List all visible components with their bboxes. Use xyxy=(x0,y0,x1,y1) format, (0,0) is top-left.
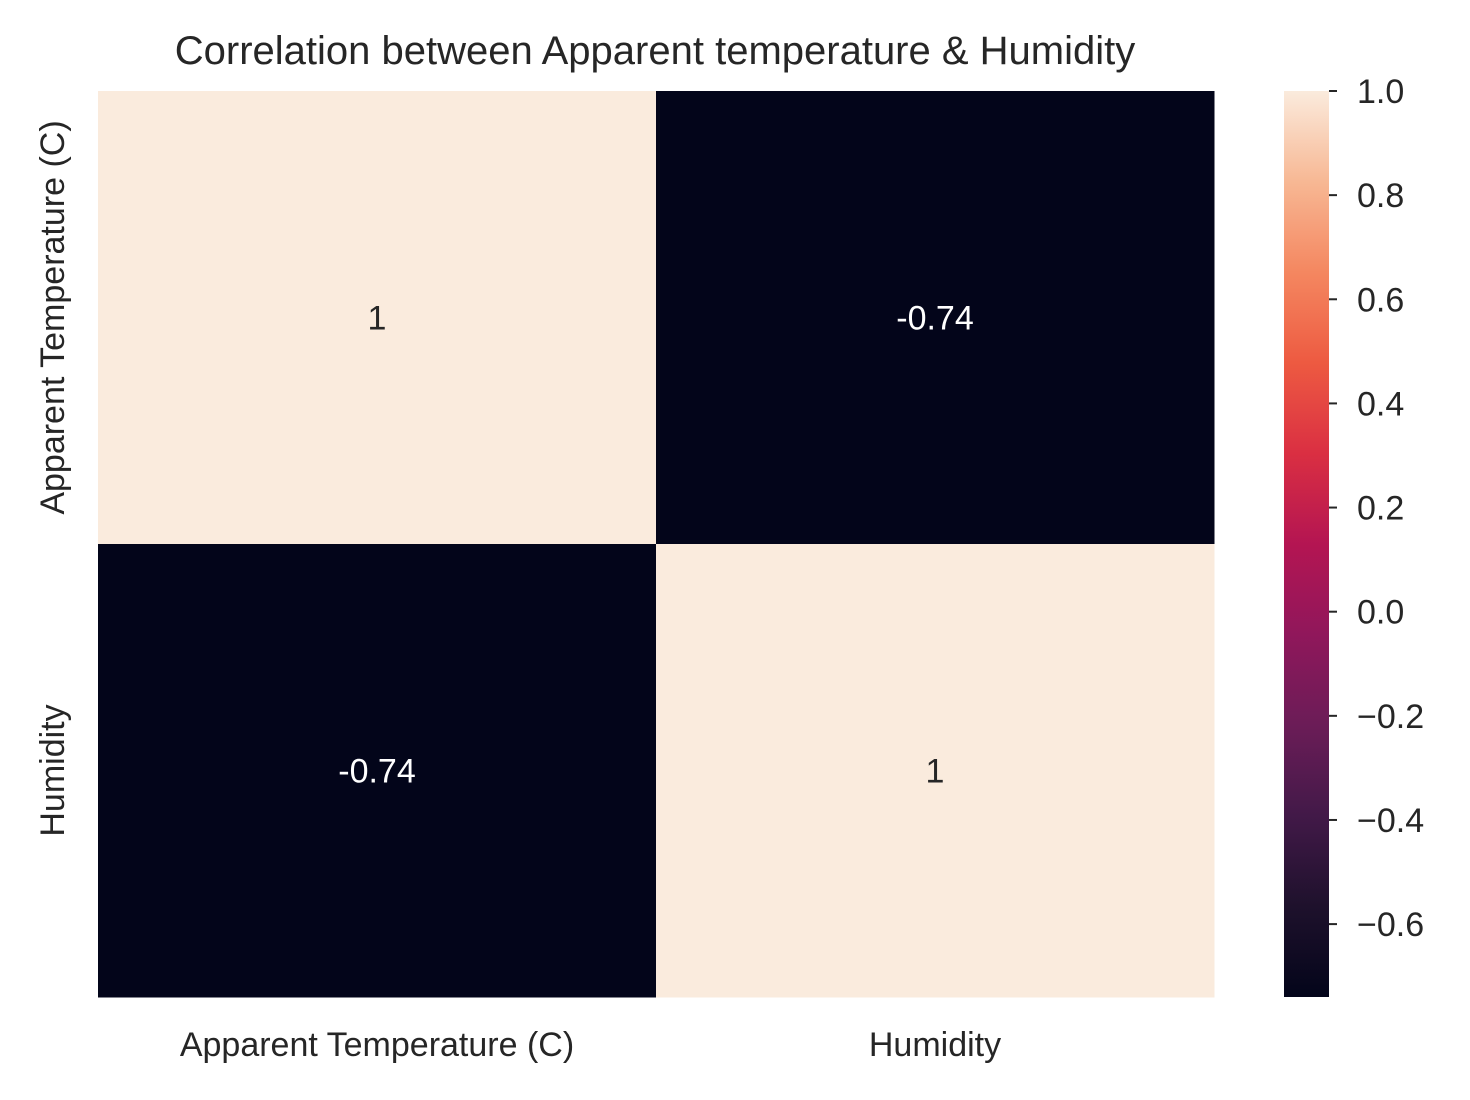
colorbar-tick-label: 0.8 xyxy=(1357,177,1404,215)
colorbar-gradient xyxy=(1284,91,1329,997)
y-axis-tick-labels: Apparent Temperature (C) Humidity xyxy=(34,120,72,836)
colorbar-tick-label: −0.2 xyxy=(1357,698,1424,736)
heatmap-annotations: 1 -0.74 -0.74 1 xyxy=(338,300,974,791)
y-tick-label: Apparent Temperature (C) xyxy=(34,120,72,514)
heatmap-cell xyxy=(98,91,657,545)
x-tick-label: Apparent Temperature (C) xyxy=(180,1026,574,1064)
colorbar-tick-label: −0.6 xyxy=(1357,906,1424,944)
colorbar-tick-label: 1.0 xyxy=(1357,73,1404,111)
heatmap-cell xyxy=(656,544,1215,998)
colorbar-tick-label: 0.6 xyxy=(1357,281,1404,319)
colorbar-tick-label: 0.4 xyxy=(1357,385,1404,423)
colorbar-tick-label: 0.0 xyxy=(1357,594,1404,632)
cell-annotation: -0.74 xyxy=(896,300,974,338)
heatmap-cells xyxy=(98,91,1215,998)
x-tick-label: Humidity xyxy=(869,1026,1001,1064)
cell-annotation: 1 xyxy=(368,300,387,338)
cell-annotation: 1 xyxy=(926,753,945,791)
colorbar-tick-label: −0.4 xyxy=(1357,802,1424,840)
colorbar-tick-label: 0.2 xyxy=(1357,490,1404,528)
y-tick-label: Humidity xyxy=(34,704,72,836)
heatmap-cell xyxy=(98,544,657,998)
heatmap-cell xyxy=(656,91,1215,545)
x-axis-tick-labels: Apparent Temperature (C) Humidity xyxy=(180,1026,1001,1064)
chart-title: Correlation between Apparent temperature… xyxy=(175,29,1136,73)
cell-annotation: -0.74 xyxy=(338,753,416,791)
colorbar: 1.0 0.8 0.6 0.4 0.2 0.0 −0.2 −0.4 −0.6 xyxy=(1284,73,1424,997)
